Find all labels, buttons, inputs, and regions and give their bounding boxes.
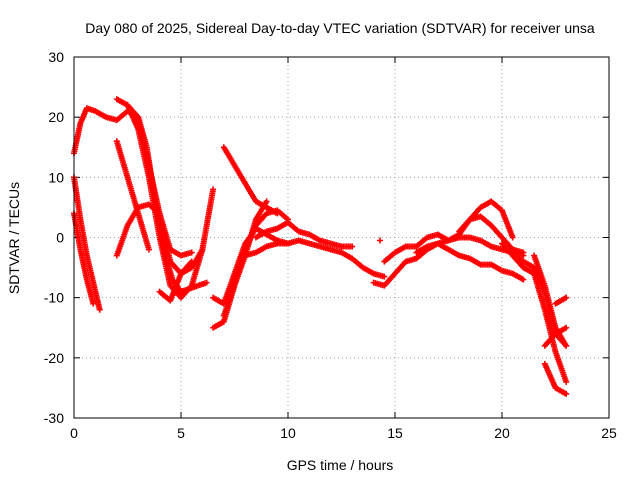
x-tick-label: 20 bbox=[494, 425, 510, 441]
series-track-u bbox=[531, 252, 570, 349]
x-tick-label: 10 bbox=[280, 425, 296, 441]
x-tick-label: 25 bbox=[601, 425, 617, 441]
y-tick-label: 20 bbox=[48, 109, 64, 125]
data-point bbox=[381, 273, 388, 280]
y-axis-label: SDTVAR / TECUs bbox=[6, 182, 22, 294]
series-track-w bbox=[541, 360, 570, 397]
data-point bbox=[96, 306, 103, 313]
data-point bbox=[263, 198, 270, 205]
series-track-s bbox=[499, 240, 570, 385]
data-point bbox=[274, 210, 281, 217]
data-point bbox=[520, 276, 527, 283]
y-tick-label: -20 bbox=[44, 350, 64, 366]
x-tick-label: 15 bbox=[387, 425, 403, 441]
data-point bbox=[563, 294, 570, 301]
series-track-v bbox=[541, 324, 570, 349]
data-point bbox=[188, 258, 195, 265]
series-track-h bbox=[156, 258, 195, 304]
x-axis-label: GPS time / hours bbox=[287, 457, 394, 473]
data-point bbox=[188, 249, 195, 256]
series-track-m bbox=[242, 237, 388, 280]
plot-frame bbox=[73, 56, 610, 419]
data-point bbox=[203, 279, 210, 286]
data-point bbox=[563, 378, 570, 385]
data-point bbox=[90, 300, 97, 307]
series-track-c bbox=[71, 210, 97, 307]
y-tick-label: -10 bbox=[44, 290, 64, 306]
data-point bbox=[563, 342, 570, 349]
marks-layer bbox=[71, 96, 570, 397]
data-point bbox=[349, 243, 356, 250]
data-point bbox=[509, 234, 516, 241]
labels-layer: 0 5 10 15 20 25 -30 -20 -10 0 10 20 30 bbox=[44, 49, 617, 441]
data-point bbox=[520, 249, 527, 256]
x-tick-label: 5 bbox=[177, 425, 185, 441]
series-track-x bbox=[552, 294, 570, 307]
series-track-g bbox=[113, 201, 195, 259]
data-point bbox=[199, 246, 206, 253]
chart-title: Day 080 of 2025, Sidereal Day-to-day VTE… bbox=[85, 20, 595, 36]
isolated-point bbox=[377, 237, 384, 244]
data-point bbox=[210, 186, 217, 193]
data-point bbox=[377, 237, 384, 244]
x-tick-label: 0 bbox=[70, 425, 78, 441]
y-tick-label: -30 bbox=[44, 410, 64, 426]
series-track-n bbox=[252, 219, 356, 250]
series-track-r bbox=[456, 213, 527, 256]
data-point bbox=[563, 324, 570, 331]
series-track-e bbox=[113, 138, 152, 253]
data-point bbox=[145, 246, 152, 253]
y-tick-label: 30 bbox=[48, 49, 64, 65]
series-track-l bbox=[220, 198, 270, 319]
y-tick-label: 10 bbox=[48, 169, 64, 185]
y-tick-label: 0 bbox=[56, 230, 64, 246]
data-point bbox=[563, 390, 570, 397]
series-track-k bbox=[220, 144, 281, 217]
